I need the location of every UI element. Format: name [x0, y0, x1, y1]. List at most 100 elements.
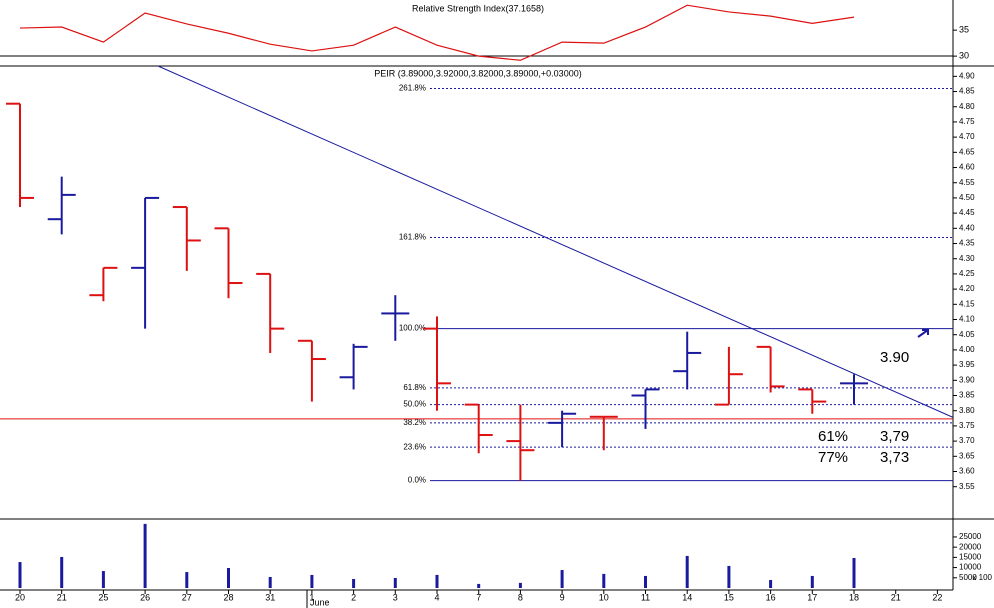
volume-bar: [393, 577, 397, 588]
x-tick-label: 20: [15, 592, 25, 602]
x-tick-label: 17: [807, 592, 817, 602]
month-label: June: [310, 597, 330, 607]
y-tick-label: 3.95: [959, 360, 975, 369]
y-tick-label: 4.30: [959, 254, 975, 263]
y-tick-label: 3.80: [959, 406, 975, 415]
volume-bar: [560, 570, 564, 588]
fib-label: 23.6%: [403, 442, 426, 451]
y-tick-label: 25000: [959, 532, 982, 541]
x-tick-label: 15: [724, 592, 734, 602]
volume-bar: [518, 582, 522, 588]
y-tick-label: 4.65: [959, 147, 975, 156]
y-tick-label: 3.60: [959, 467, 975, 476]
x-tick-label: 21: [891, 592, 901, 602]
fib-label: 38.2%: [403, 418, 426, 427]
x-tick-label: 8: [518, 592, 523, 602]
y-tick-label: 5000: [959, 573, 977, 582]
y-tick-label: 3.90: [959, 375, 975, 384]
fib-label: 261.8%: [399, 84, 426, 93]
y-tick-label: 4.10: [959, 315, 975, 324]
y-tick-label: 4.00: [959, 345, 975, 354]
y-tick-label: 4.35: [959, 239, 975, 248]
volume-bar: [18, 562, 22, 588]
y-tick-label: 4.55: [959, 178, 975, 187]
volume-bar: [60, 556, 64, 588]
x-tick-label: 2: [351, 592, 356, 602]
fib-label: 161.8%: [399, 233, 426, 242]
x-tick-label: 25: [98, 592, 108, 602]
x-tick-label: 21: [57, 592, 67, 602]
volume-bar: [477, 583, 481, 588]
x-tick-label: 7: [476, 592, 481, 602]
volume-bar: [685, 555, 689, 588]
volume-unit: x 100: [972, 573, 992, 582]
x-tick-label: 28: [223, 592, 233, 602]
volume-bar: [101, 571, 105, 588]
y-tick-label: 3.85: [959, 391, 975, 400]
fib-label: 50.0%: [403, 400, 426, 409]
y-tick-label: 4.20: [959, 284, 975, 293]
y-tick-label: 4.45: [959, 208, 975, 217]
y-tick-label: 4.50: [959, 193, 975, 202]
arrow: [917, 329, 929, 338]
fib-label: 0.0%: [408, 476, 426, 485]
annotation: 3,79: [880, 428, 909, 445]
x-tick-label: 31: [265, 592, 275, 602]
volume-bar: [602, 573, 606, 588]
volume-bar: [769, 580, 773, 588]
x-tick-label: 10: [599, 592, 609, 602]
x-tick-label: 14: [682, 592, 692, 602]
volume-bar: [143, 523, 147, 588]
x-tick-label: 4: [434, 592, 439, 602]
y-tick-label: 3.70: [959, 436, 975, 445]
y-tick-label: 10000: [959, 563, 982, 572]
trendline: [157, 65, 954, 418]
volume-bar: [644, 575, 647, 588]
volume-bar: [268, 576, 272, 588]
x-tick-label: 26: [140, 592, 150, 602]
y-tick-label: 15000: [959, 552, 982, 561]
y-tick-label: 4.40: [959, 223, 975, 232]
x-tick-label: 11: [641, 592, 650, 602]
y-tick-label: 3.55: [959, 482, 975, 491]
volume-bar: [185, 572, 189, 588]
y-tick-label: 4.15: [959, 299, 975, 308]
x-tick-label: 9: [560, 592, 565, 602]
x-tick-label: 16: [766, 592, 776, 602]
volume-bar: [227, 567, 230, 588]
price-title: PEIR (3.89000,3.92000,3.82000,3.89000,+0…: [374, 68, 581, 78]
rsi-line: [19, 4, 855, 61]
annotation: 77%: [818, 449, 848, 466]
annotation: 61%: [818, 428, 848, 445]
fib-label: 100.0%: [399, 324, 426, 333]
volume-bar: [727, 565, 731, 588]
annotation: 3,73: [880, 449, 909, 466]
x-tick-label: 27: [182, 592, 192, 602]
y-tick-label: 4.25: [959, 269, 975, 278]
y-tick-label: 35: [959, 25, 969, 35]
y-tick-label: 20000: [959, 542, 982, 551]
y-tick-label: 4.60: [959, 163, 975, 172]
annotation: 3.90: [880, 349, 909, 366]
x-tick-label: 1: [309, 592, 314, 602]
volume-bar: [810, 575, 814, 588]
volume-bar: [352, 579, 356, 588]
volume-bar: [852, 557, 856, 588]
y-tick-label: 4.70: [959, 132, 975, 141]
y-tick-label: 3.75: [959, 421, 975, 430]
volume-bar: [310, 574, 314, 588]
fib-label: 61.8%: [403, 383, 426, 392]
y-tick-label: 3.65: [959, 451, 975, 460]
y-tick-label: 4.75: [959, 117, 975, 126]
y-tick-label: 4.85: [959, 87, 975, 96]
x-tick-label: 22: [932, 592, 942, 602]
y-tick-label: 4.80: [959, 102, 975, 111]
x-tick-label: 18: [849, 592, 859, 602]
y-tick-label: 30: [959, 51, 969, 61]
y-tick-label: 4.05: [959, 330, 975, 339]
rsi-title: Relative Strength Index(37.1658): [412, 3, 544, 13]
x-tick-label: 3: [393, 592, 398, 602]
volume-bar: [435, 574, 439, 588]
